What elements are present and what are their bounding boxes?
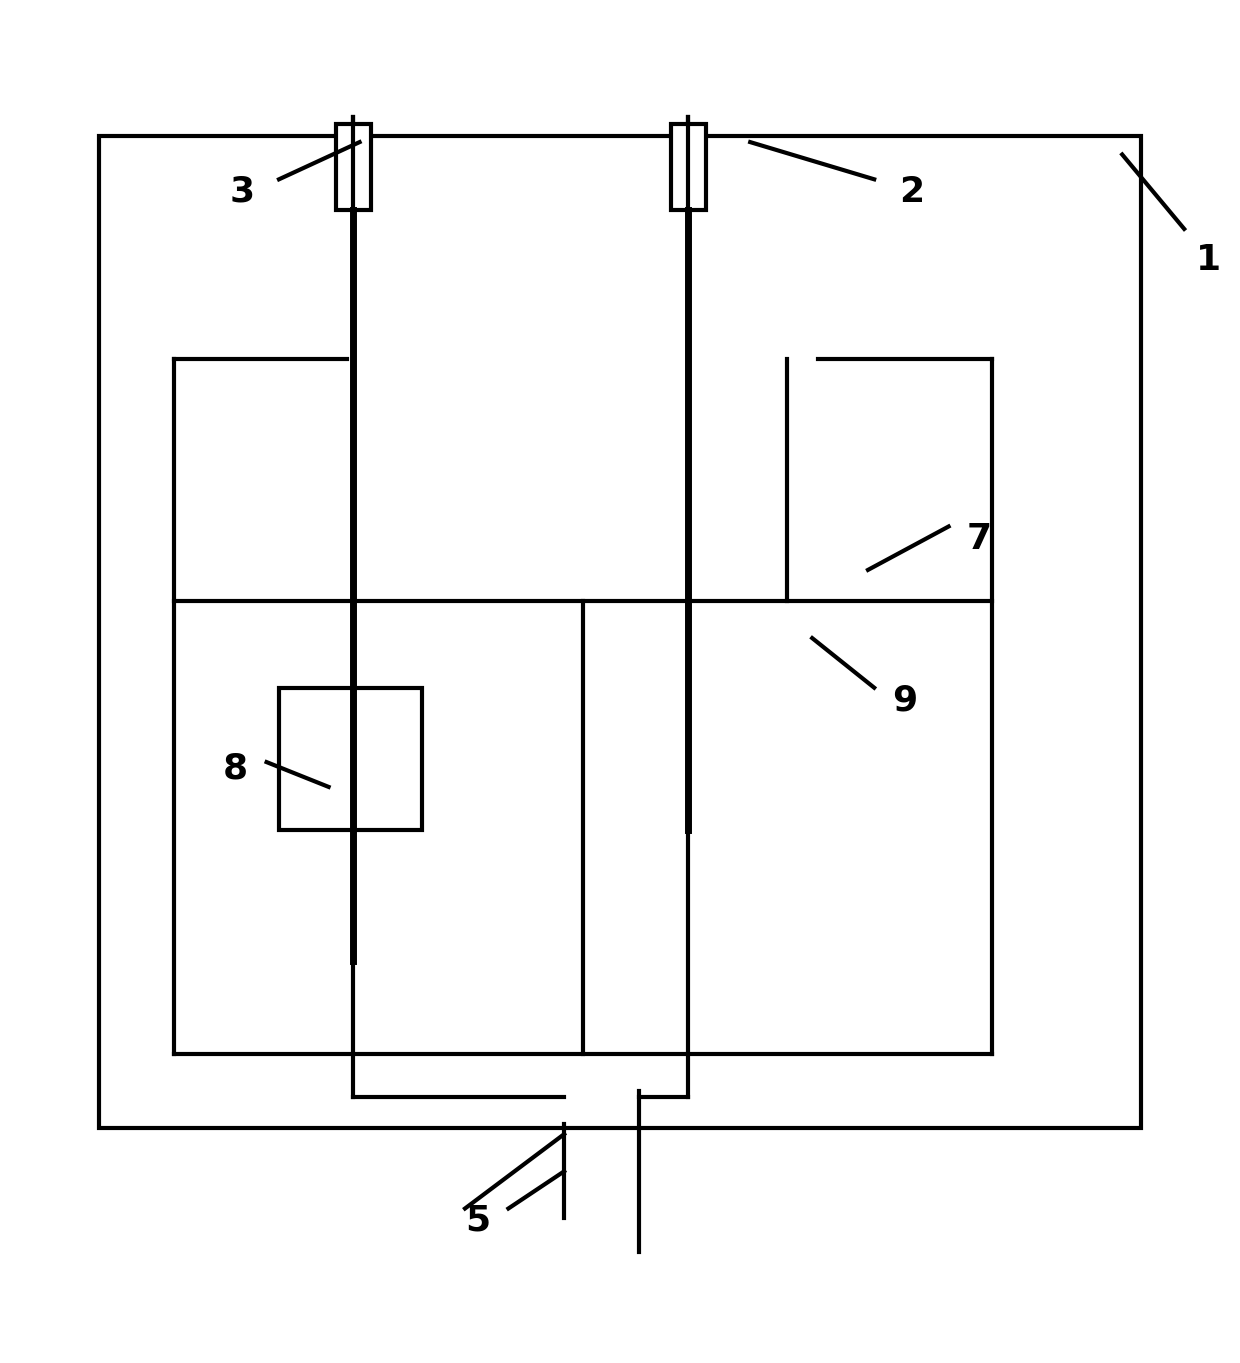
Bar — [671, 124, 706, 210]
Text: 8: 8 — [223, 751, 248, 785]
Bar — [336, 124, 371, 210]
Text: 5: 5 — [465, 1204, 490, 1238]
Text: 2: 2 — [899, 174, 924, 209]
Text: 9: 9 — [893, 683, 918, 717]
Bar — [99, 136, 1141, 1129]
Bar — [279, 688, 422, 830]
Text: 7: 7 — [967, 522, 992, 556]
Text: 1: 1 — [1197, 243, 1221, 277]
Text: 3: 3 — [229, 174, 254, 209]
